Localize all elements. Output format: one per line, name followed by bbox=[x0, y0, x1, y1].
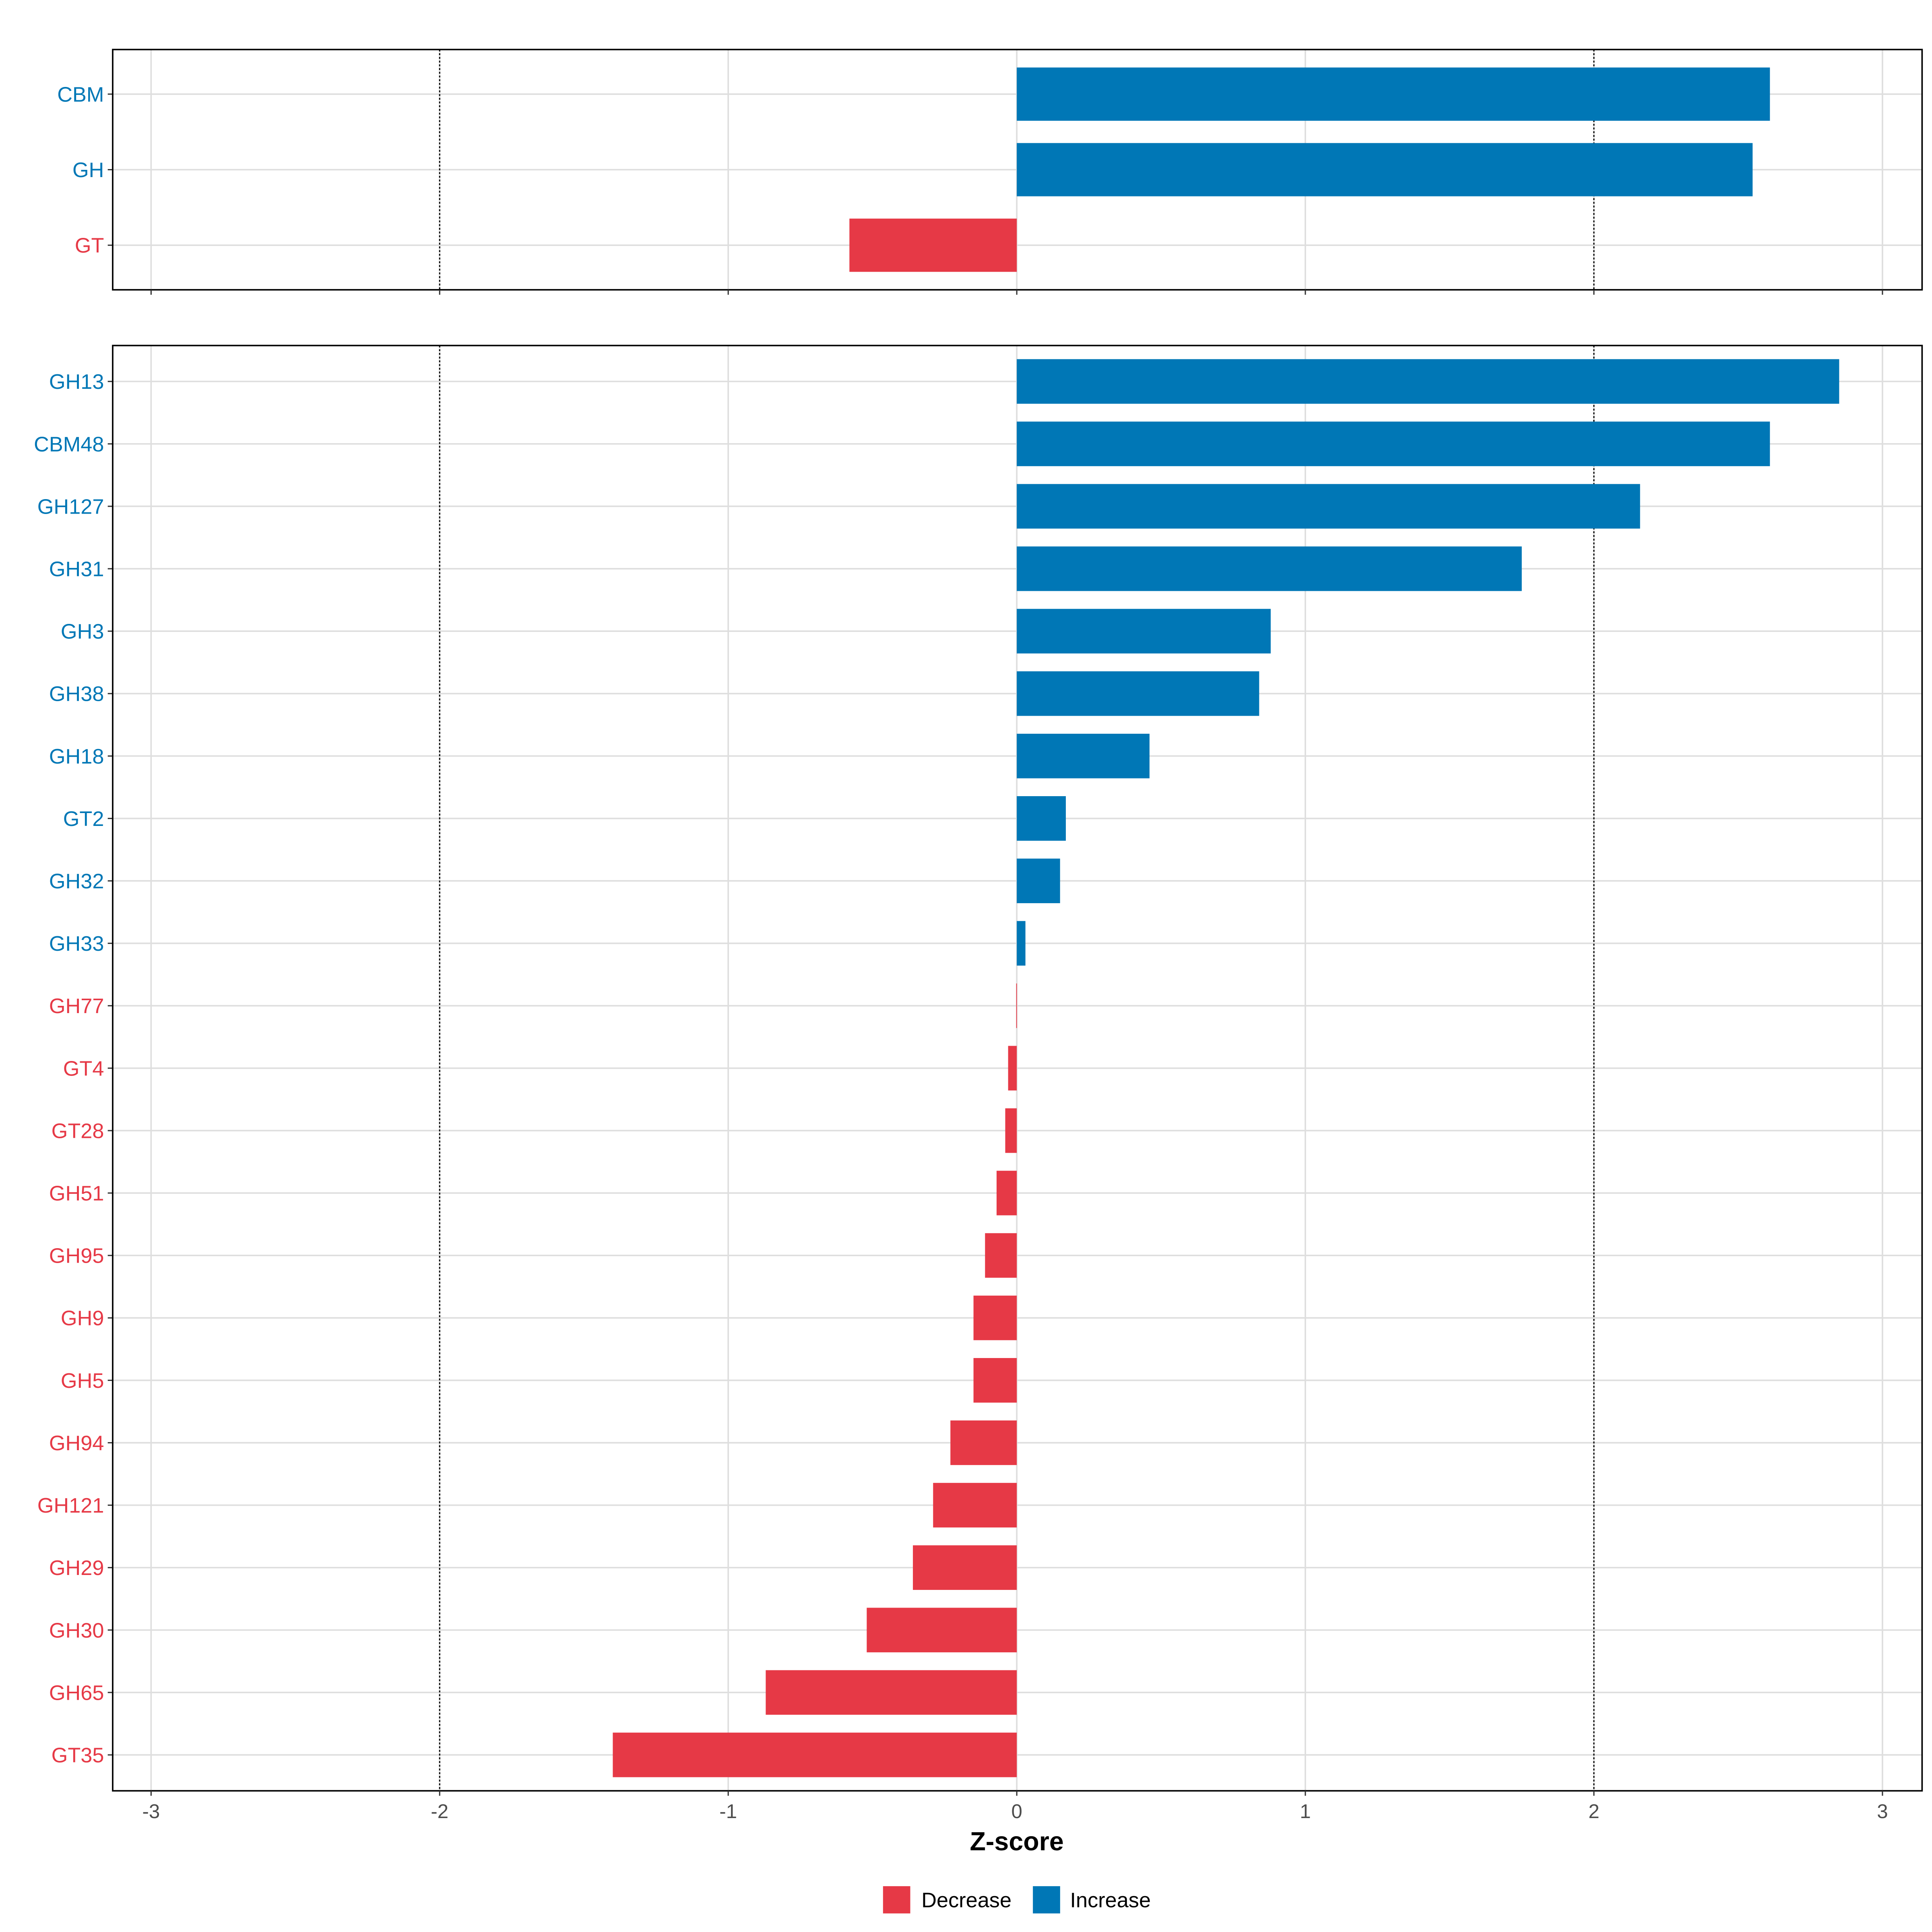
y-tick-label: GT4 bbox=[63, 1057, 104, 1080]
bar-gh30 bbox=[867, 1608, 1017, 1653]
y-tick-label: GH121 bbox=[37, 1494, 104, 1517]
y-tick-label: GH51 bbox=[49, 1182, 104, 1205]
y-tick-label: GH33 bbox=[49, 932, 104, 956]
y-tick-label: GH5 bbox=[61, 1369, 104, 1393]
y-tick-label: GH31 bbox=[49, 557, 104, 581]
bar-gh31 bbox=[1017, 546, 1522, 591]
y-tick-label: GH94 bbox=[49, 1432, 104, 1455]
y-tick-label: GH32 bbox=[49, 870, 104, 893]
legend-label-decrease: Decrease bbox=[921, 1889, 1011, 1912]
bar-gh94 bbox=[950, 1420, 1017, 1465]
x-tick-label: 0 bbox=[1011, 1800, 1022, 1823]
legend-label-increase: Increase bbox=[1070, 1889, 1151, 1912]
bar-cbm bbox=[1017, 67, 1770, 121]
y-tick-label: CBM48 bbox=[34, 433, 104, 456]
bar-gt2 bbox=[1017, 796, 1066, 841]
bar-gt28 bbox=[1005, 1108, 1017, 1153]
y-tick-label: GH3 bbox=[61, 620, 104, 644]
y-tick-label: GT bbox=[75, 234, 104, 258]
x-tick-label: -3 bbox=[142, 1800, 160, 1823]
bar-gt4 bbox=[1008, 1046, 1017, 1091]
y-tick-label: GH9 bbox=[61, 1307, 104, 1330]
y-tick-label: GH65 bbox=[49, 1681, 104, 1705]
panel-bottom: GH13 CBM48 GH127 GH31 GH3 GH38 GH18 GT2 GH32 GH33… bbox=[34, 345, 1923, 1823]
x-tick-label: 2 bbox=[1588, 1800, 1599, 1823]
bar-gh33 bbox=[1017, 921, 1026, 966]
bar-cbm48 bbox=[1017, 421, 1770, 466]
y-tick-label: GH77 bbox=[49, 995, 104, 1018]
bar-gh9 bbox=[973, 1295, 1017, 1340]
bar-gh3 bbox=[1017, 609, 1271, 654]
y-tick-label: GH95 bbox=[49, 1245, 104, 1268]
y-tick-label: GH38 bbox=[49, 683, 104, 706]
legend-swatch-increase bbox=[1033, 1886, 1060, 1913]
x-axis-title: Z-score bbox=[970, 1827, 1063, 1856]
bar-gh95 bbox=[985, 1233, 1017, 1278]
panel-top: CBM GH GT bbox=[57, 49, 1923, 295]
bar-gh127 bbox=[1017, 484, 1640, 529]
y-tick-label: GT2 bbox=[63, 807, 104, 831]
y-tick-label: GH bbox=[72, 159, 104, 182]
bar-gh77 bbox=[1016, 983, 1017, 1028]
bar-gh18 bbox=[1017, 733, 1150, 778]
bar-gh13 bbox=[1017, 359, 1839, 404]
y-tick-label: GH18 bbox=[49, 745, 104, 768]
y-tick-label: GT28 bbox=[52, 1119, 104, 1143]
bar-gh29 bbox=[913, 1545, 1017, 1590]
bar-gh5 bbox=[973, 1358, 1017, 1403]
bar-gh32 bbox=[1017, 859, 1060, 903]
bar-gh121 bbox=[933, 1483, 1017, 1527]
legend-swatch-decrease bbox=[883, 1886, 910, 1913]
bar-gh65 bbox=[766, 1670, 1017, 1715]
bar-gh bbox=[1017, 143, 1753, 196]
x-tick-label: -1 bbox=[719, 1800, 737, 1823]
bar-gt bbox=[849, 219, 1017, 272]
x-tick-label: 1 bbox=[1300, 1800, 1311, 1823]
bar-gh51 bbox=[996, 1170, 1017, 1216]
y-tick-label: GH30 bbox=[49, 1619, 104, 1642]
legend: Decrease Increase bbox=[883, 1886, 1151, 1913]
x-tick-label: 3 bbox=[1877, 1800, 1888, 1823]
y-tick-label: GH127 bbox=[37, 495, 104, 518]
y-tick-label: CBM bbox=[57, 83, 104, 106]
y-tick-label: GH29 bbox=[49, 1556, 104, 1580]
x-tick-label: -2 bbox=[431, 1800, 448, 1823]
y-tick-label: GT35 bbox=[52, 1744, 104, 1767]
bar-gt35 bbox=[613, 1732, 1017, 1777]
y-tick-label: GH13 bbox=[49, 370, 104, 394]
bar-gh38 bbox=[1017, 671, 1259, 716]
